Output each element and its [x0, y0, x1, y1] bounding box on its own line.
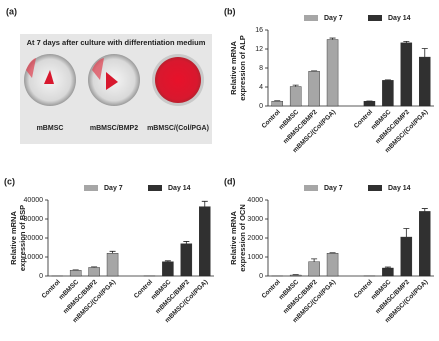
bar — [363, 101, 376, 107]
legend-label: Day 7 — [324, 15, 343, 22]
y-axis-label: Relative mRNA — [229, 41, 238, 95]
photo-title: At 7 days after culture with differentia… — [27, 38, 206, 47]
bar — [419, 56, 431, 107]
bar — [400, 236, 413, 277]
y-axis-label: expression of ALP — [238, 35, 247, 101]
bar — [400, 42, 413, 107]
bar — [271, 101, 283, 107]
y-tick-label: 2000 — [247, 235, 263, 242]
photo-caption: mBMSC/BMP2 — [90, 125, 138, 132]
y-tick-label: 12 — [255, 46, 263, 53]
error-bar — [201, 200, 208, 207]
photo-caption: mBMSC/(Col/PGA) — [147, 125, 209, 132]
y-axis-label: expression of OCN — [238, 204, 247, 272]
y-axis-label: Relative mRNA — [9, 211, 18, 265]
chart: (b) Relative mRNA expression of ALP 0 4 8 12 16… — [224, 6, 434, 154]
error-bar — [109, 250, 116, 254]
error-bar — [183, 241, 190, 244]
panel-label: (b) — [224, 6, 236, 16]
bar — [382, 80, 394, 107]
error-bar — [311, 258, 318, 262]
bar — [69, 270, 82, 277]
panel-label: (a) — [6, 6, 17, 16]
error-bar — [403, 228, 410, 238]
y-tick-label: 0 — [259, 273, 263, 280]
bar — [326, 39, 339, 107]
bar — [326, 252, 339, 277]
y-tick-label: 30000 — [24, 216, 44, 223]
photo-panel: (a) At 7 days after culture with differe… — [6, 6, 212, 144]
panel-label: (d) — [224, 176, 236, 186]
bar — [289, 86, 302, 107]
stain — [155, 57, 201, 103]
error-bar — [292, 84, 299, 87]
bar — [180, 243, 193, 277]
error-bar — [329, 37, 336, 40]
error-bar — [164, 260, 171, 262]
stain — [92, 58, 104, 80]
error-bar — [384, 266, 391, 269]
legend-label: Day 14 — [388, 185, 411, 192]
y-tick-label: 0 — [39, 273, 43, 280]
legend-swatch — [368, 15, 382, 21]
stain — [26, 58, 36, 78]
y-tick-label: 3000 — [247, 216, 263, 223]
legend-swatch — [148, 185, 162, 191]
photo-caption: mBMSC — [37, 125, 64, 132]
bar — [88, 267, 100, 277]
legend-swatch — [368, 185, 382, 191]
y-tick-label: 1000 — [247, 254, 263, 261]
bar — [162, 261, 174, 277]
error-bar — [91, 266, 98, 268]
legend-label: Day 14 — [388, 15, 411, 22]
chart: (d) Relative mRNA expression of OCN 0 1000 20… — [224, 176, 434, 324]
bar — [106, 252, 119, 277]
error-bar — [421, 48, 428, 58]
chart: (c) Relative mRNA expression of BSP 0 10000 2… — [4, 176, 214, 324]
y-tick-label: 8 — [259, 65, 263, 72]
y-tick-label: 20000 — [24, 235, 44, 242]
stain — [106, 72, 118, 90]
y-axis-label: Relative mRNA — [229, 211, 238, 265]
bar — [308, 261, 320, 277]
y-tick-label: 16 — [255, 27, 263, 34]
legend-swatch — [304, 15, 318, 21]
panel-label: (c) — [4, 176, 15, 186]
bar — [289, 274, 302, 277]
bar — [419, 211, 431, 277]
bar — [382, 267, 394, 277]
legend-label: Day 14 — [168, 185, 191, 192]
y-axis-label: expression of BSP — [18, 205, 27, 271]
legend-swatch — [304, 185, 318, 191]
y-tick-label: 0 — [259, 103, 263, 110]
y-tick-label: 4 — [259, 84, 263, 91]
y-tick-label: 10000 — [24, 254, 44, 261]
bar — [308, 71, 320, 107]
bar — [199, 206, 211, 277]
legend-label: Day 7 — [324, 185, 343, 192]
error-bar — [421, 208, 428, 212]
error-bar — [403, 41, 410, 43]
y-tick-label: 4000 — [247, 197, 263, 204]
legend-swatch — [84, 185, 98, 191]
legend-label: Day 7 — [104, 185, 123, 192]
stain — [44, 70, 54, 84]
y-tick-label: 40000 — [24, 197, 44, 204]
